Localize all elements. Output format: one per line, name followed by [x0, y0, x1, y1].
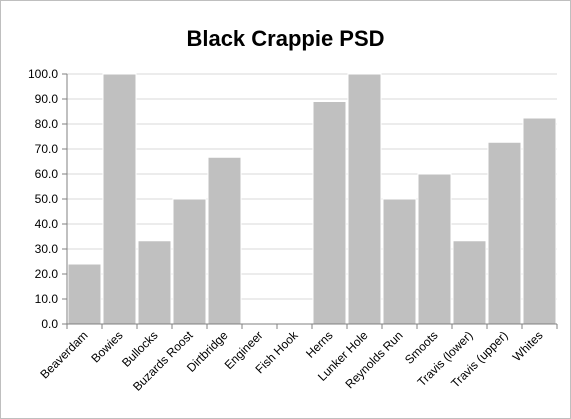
- bar-travis-lower: [452, 240, 487, 325]
- x-tick-label: Herns: [303, 328, 336, 361]
- bar-reynolds-run: [382, 198, 417, 325]
- bar-bowies: [102, 73, 137, 325]
- y-tick-label: 90.0: [35, 92, 59, 106]
- y-tick-label: 40.0: [35, 217, 59, 231]
- bar-buzards-roost: [172, 198, 207, 325]
- bar-beaverdam: [67, 263, 102, 325]
- axes: [62, 73, 558, 329]
- y-tick-label: 80.0: [35, 117, 59, 131]
- y-tick-label: 70.0: [35, 142, 59, 156]
- x-tick-label: Beaverdam: [37, 328, 90, 381]
- bar-bullocks: [137, 240, 172, 325]
- bar-lunker-hole: [347, 73, 382, 325]
- y-tick-label: 60.0: [35, 167, 59, 181]
- bar-smoots: [417, 173, 452, 325]
- bar-travis-upper: [487, 141, 522, 325]
- y-tick-label: 100.0: [28, 67, 58, 81]
- y-tick-label: 50.0: [35, 192, 59, 206]
- bar-dirtbridge: [207, 156, 242, 325]
- bar-whites: [522, 117, 557, 325]
- bars: [67, 73, 557, 325]
- y-tick-label: 20.0: [35, 267, 59, 281]
- chart-title: Black Crappie PSD: [186, 26, 385, 51]
- y-tick-label: 30.0: [35, 242, 59, 256]
- y-tick-label: 0.0: [41, 317, 58, 331]
- y-tick-label: 10.0: [35, 292, 59, 306]
- bar-herns: [312, 101, 347, 325]
- y-tick-labels: 0.0 10.0 20.0 30.0 40.0 50.0 60.0 70.0 80.0 90.0 1…: [28, 67, 58, 331]
- x-tick-label: Whites: [510, 328, 546, 364]
